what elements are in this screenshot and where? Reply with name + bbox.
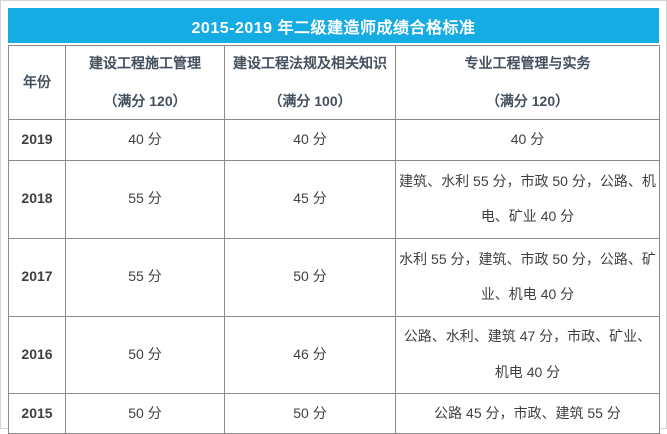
practice-score-cell: 公路 45 分，市政、建筑 55 分 — [395, 392, 660, 434]
practice-score-cell: 建筑、水利 55 分，市政 50 分，公路、机电、矿业 40 分 — [395, 159, 660, 239]
column-header-year-label: 年份 — [23, 74, 51, 91]
column-header-regulations: 建设工程法规及相关知识 （满分 100） — [224, 45, 396, 120]
regulations-score-cell: 50 分 — [224, 237, 396, 317]
page-title: 2015-2019 年二级建造师成绩合格标准 — [191, 19, 476, 37]
management-score-cell: 50 分 — [65, 315, 225, 394]
year-cell: 2018 — [8, 159, 66, 239]
management-score-cell: 55 分 — [65, 159, 225, 239]
table-row-2017: 2017 55 分 50 分 水利 55 分，建筑、市政 50 分，公路、矿业、… — [8, 237, 660, 317]
column-header-practice-full-mark: （满分 120） — [485, 93, 570, 109]
column-header-management-full-mark: （满分 120） — [103, 93, 187, 109]
table-row-2019: 2019 40 分 40 分 40 分 — [8, 119, 660, 161]
year-cell: 2017 — [8, 237, 66, 317]
practice-score-cell: 水利 55 分，建筑、市政 50 分，公路、矿业、机电 40 分 — [395, 237, 660, 317]
management-score-cell: 55 分 — [65, 237, 225, 317]
regulations-score-cell: 46 分 — [224, 315, 396, 394]
table-row-2016: 2016 50 分 46 分 公路、水利、建筑 47 分，市政、矿业、机电 40… — [8, 315, 660, 394]
management-score-cell: 40 分 — [65, 119, 225, 161]
regulations-score-cell: 50 分 — [224, 392, 396, 434]
year-cell: 2019 — [8, 119, 66, 161]
column-header-regulations-name: 建设工程法规及相关知识 — [233, 55, 387, 72]
management-score-cell: 50 分 — [65, 392, 225, 434]
table-row-2015: 2015 50 分 50 分 公路 45 分，市政、建筑 55 分 — [8, 392, 660, 434]
column-header-management-name: 建设工程施工管理 — [89, 55, 201, 72]
year-cell: 2015 — [8, 392, 66, 434]
score-standards-table: 年份 建设工程施工管理 （满分 120） 建设工程法规及相关知识 （满分 100… — [8, 45, 660, 434]
year-cell: 2016 — [8, 315, 66, 394]
column-header-practice: 专业工程管理与实务 （满分 120） — [395, 45, 660, 120]
regulations-score-cell: 40 分 — [224, 119, 396, 161]
column-header-regulations-full-mark: （满分 100） — [268, 93, 352, 109]
regulations-score-cell: 45 分 — [224, 159, 396, 239]
practice-score-cell: 公路、水利、建筑 47 分，市政、矿业、机电 40 分 — [395, 315, 660, 394]
table-header-row: 年份 建设工程施工管理 （满分 120） 建设工程法规及相关知识 （满分 100… — [8, 45, 660, 120]
table-row-2018: 2018 55 分 45 分 建筑、水利 55 分，市政 50 分，公路、机电、… — [8, 159, 660, 239]
practice-score-cell: 40 分 — [395, 119, 660, 161]
column-header-practice-name: 专业工程管理与实务 — [464, 55, 591, 72]
column-header-management: 建设工程施工管理 （满分 120） — [65, 45, 225, 120]
column-header-year: 年份 — [8, 45, 66, 120]
table-title-bar: 2015-2019 年二级建造师成绩合格标准 — [8, 8, 659, 43]
